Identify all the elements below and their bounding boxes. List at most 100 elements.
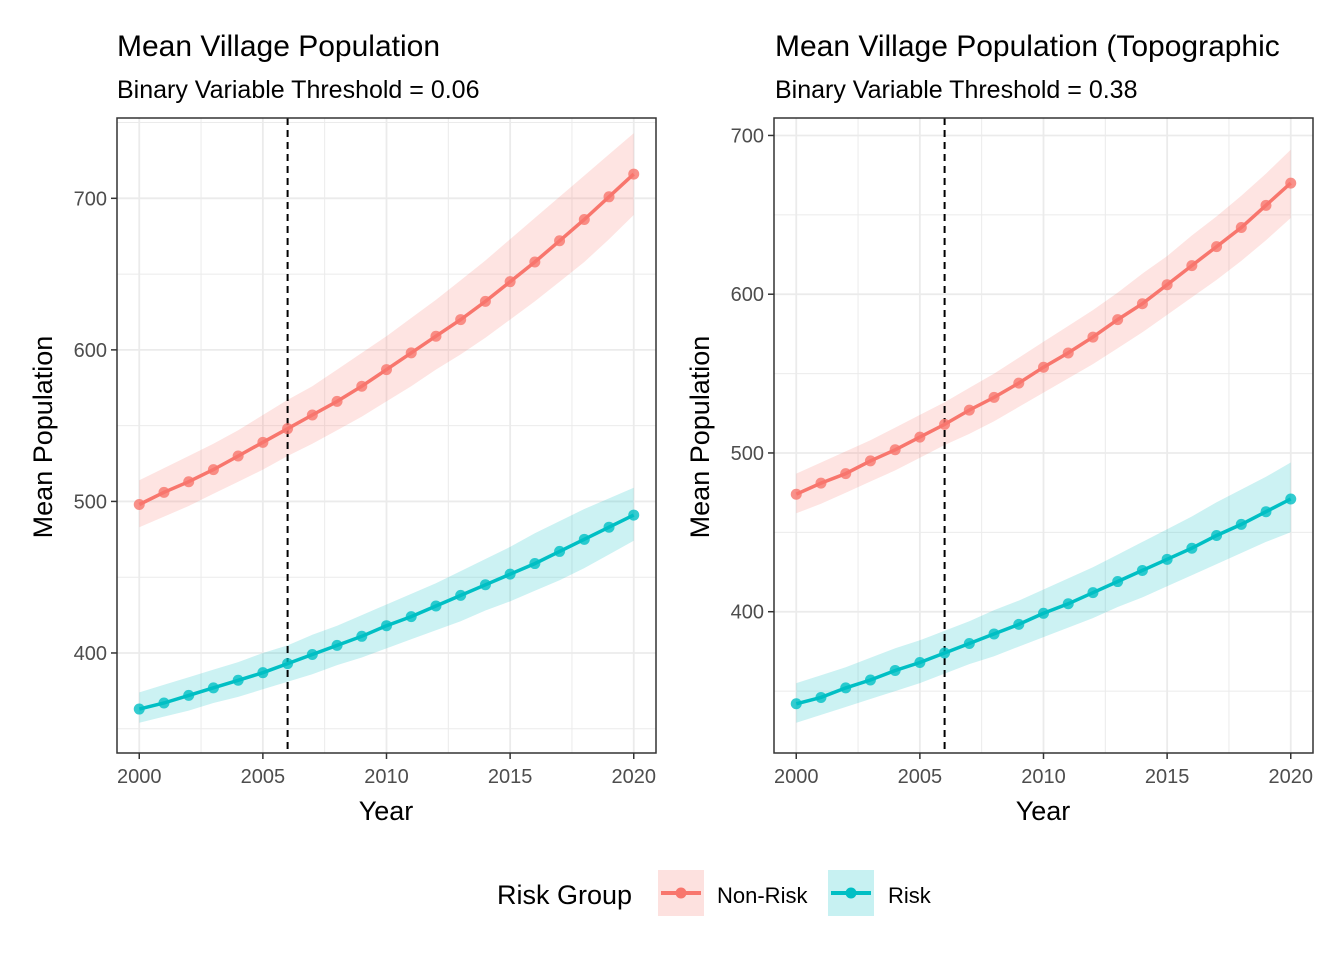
data-point-risk: [306, 648, 318, 660]
data-point-non-risk: [504, 276, 516, 288]
chart-subtitle: Binary Variable Threshold = 0.06: [117, 76, 480, 104]
data-point-risk: [815, 691, 827, 703]
chart-title: Mean Village Population (Topographic: [775, 30, 1280, 63]
data-point-risk: [1161, 553, 1173, 565]
data-point-risk: [1136, 564, 1148, 576]
data-point-non-risk: [939, 418, 951, 430]
data-point-non-risk: [1087, 331, 1099, 343]
legend-title: Risk Group: [497, 880, 632, 910]
data-point-non-risk: [578, 214, 590, 226]
y-tick-label: 500: [731, 443, 764, 465]
data-point-risk: [133, 703, 145, 715]
data-point-non-risk: [405, 347, 417, 359]
data-point-risk: [603, 521, 615, 533]
data-point-non-risk: [840, 468, 852, 480]
confidence-band-non-risk: [139, 133, 634, 528]
data-point-non-risk: [1186, 260, 1198, 272]
data-point-non-risk: [1112, 314, 1124, 326]
legend-point-risk: [845, 887, 857, 899]
y-tick-label: 500: [74, 491, 107, 513]
data-point-risk: [282, 658, 294, 670]
data-point-non-risk: [331, 395, 343, 407]
data-point-risk: [455, 589, 467, 601]
data-point-risk: [1260, 506, 1272, 518]
data-point-risk: [356, 630, 368, 642]
data-point-risk: [331, 639, 343, 651]
data-point-risk: [1062, 598, 1074, 610]
y-axis-label: Mean Population: [685, 336, 715, 539]
data-point-risk: [405, 611, 417, 623]
data-point-risk: [158, 697, 170, 709]
x-tick-label: 2000: [774, 766, 819, 788]
plot-area: 2000 2005 2010 2015 2020 400 500 600 700: [74, 117, 657, 788]
data-point-risk: [1211, 530, 1223, 542]
data-point-non-risk: [455, 314, 467, 326]
data-point-non-risk: [1038, 361, 1049, 373]
data-point-risk: [963, 637, 975, 649]
confidence-band-risk: [139, 487, 634, 723]
data-point-risk: [1013, 618, 1025, 630]
data-point-risk: [914, 657, 926, 669]
chart-subtitle: Binary Variable Threshold = 0.38: [775, 76, 1138, 104]
data-point-risk: [504, 568, 516, 580]
data-point-non-risk: [282, 423, 294, 435]
data-point-non-risk: [306, 409, 318, 421]
x-axis-label: Year: [1016, 796, 1071, 826]
y-tick-label: 600: [731, 284, 764, 306]
data-point-risk: [430, 600, 442, 612]
data-point-non-risk: [988, 391, 1000, 403]
y-tick-label: 700: [731, 125, 764, 147]
data-point-non-risk: [864, 455, 876, 467]
data-point-non-risk: [815, 477, 827, 489]
data-point-non-risk: [158, 486, 170, 498]
data-point-risk: [207, 682, 219, 694]
data-point-risk: [1087, 587, 1099, 599]
data-point-non-risk: [603, 191, 615, 203]
y-tick-label: 700: [74, 188, 107, 210]
x-tick-label: 2005: [241, 766, 286, 788]
data-point-non-risk: [914, 431, 926, 443]
data-point-risk: [381, 620, 392, 632]
y-axis-label: Mean Population: [28, 336, 58, 539]
data-point-risk: [939, 647, 951, 659]
data-point-non-risk: [381, 364, 392, 376]
series-layer: [133, 118, 640, 753]
data-point-non-risk: [790, 488, 802, 500]
data-point-non-risk: [1211, 241, 1223, 253]
data-point-risk: [1112, 576, 1124, 588]
data-point-non-risk: [1161, 279, 1173, 291]
data-point-risk: [988, 628, 1000, 640]
data-point-risk: [1285, 493, 1297, 505]
data-point-risk: [232, 674, 244, 686]
data-point-risk: [1038, 607, 1049, 619]
legend-label-non-risk: Non-Risk: [717, 883, 808, 908]
data-point-non-risk: [356, 380, 368, 392]
data-point-non-risk: [133, 498, 145, 510]
data-point-non-risk: [963, 404, 975, 416]
chart-panel-right: Mean Village Population (Topographic Bin…: [685, 30, 1314, 826]
x-tick-label: 2015: [1145, 766, 1190, 788]
data-point-risk: [864, 674, 876, 686]
data-point-risk: [529, 558, 541, 570]
x-axis-label: Year: [359, 796, 414, 826]
series-layer: [790, 118, 1297, 753]
data-point-risk: [183, 689, 195, 701]
data-point-non-risk: [1136, 298, 1148, 310]
legend: Risk Group Non-Risk Risk: [497, 870, 932, 916]
legend-label-risk: Risk: [888, 883, 932, 908]
data-point-risk: [889, 664, 901, 676]
data-point-risk: [1235, 518, 1247, 530]
data-point-risk: [790, 698, 802, 710]
data-point-non-risk: [529, 256, 541, 268]
data-point-non-risk: [183, 476, 195, 488]
data-point-non-risk: [479, 295, 491, 307]
data-point-risk: [1186, 542, 1198, 554]
plot-area: 2000 2005 2010 2015 2020 400 500 600 700: [731, 117, 1314, 788]
data-point-risk: [257, 667, 269, 679]
data-point-non-risk: [1260, 199, 1272, 211]
confidence-band-non-risk: [796, 149, 1291, 514]
data-point-risk: [578, 533, 590, 545]
data-point-non-risk: [554, 235, 566, 247]
data-point-non-risk: [1062, 347, 1074, 359]
